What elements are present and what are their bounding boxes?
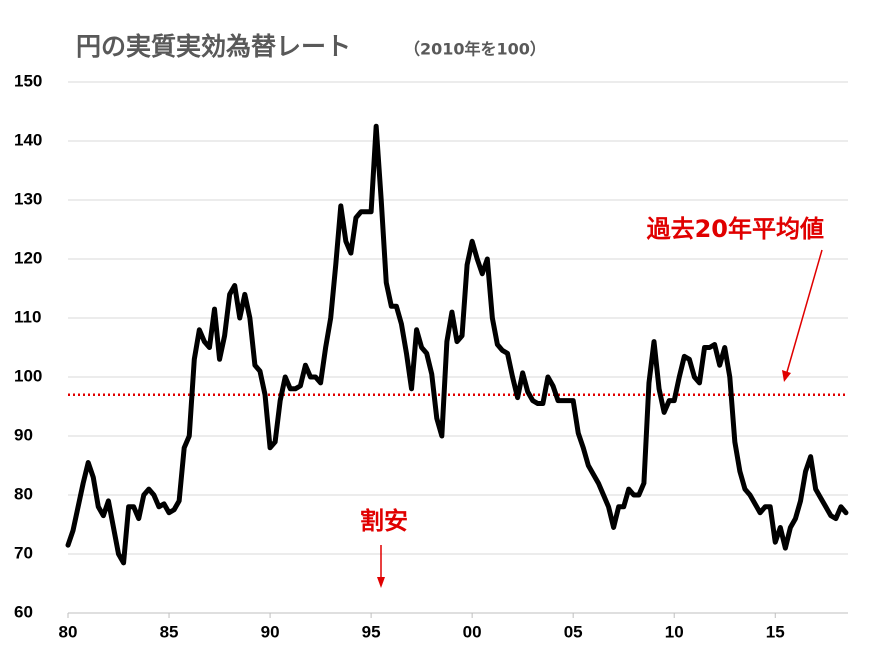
x-tick-label: 10 [665, 622, 684, 641]
x-tick-label: 85 [160, 622, 179, 641]
y-tick-label: 140 [14, 130, 42, 149]
y-tick-label: 100 [14, 366, 42, 385]
x-tick-label: 05 [564, 622, 583, 641]
y-tick-label: 150 [14, 71, 42, 90]
arrow-head [782, 370, 791, 382]
x-tick-label: 00 [463, 622, 482, 641]
y-tick-label: 120 [14, 248, 42, 267]
chart-title: 円の実質実効為替レート [76, 32, 351, 61]
reference-label: 過去20年平均値 [647, 215, 824, 243]
y-tick-label: 70 [14, 543, 33, 562]
arrow [786, 249, 823, 373]
data-line [65, 123, 849, 566]
x-tick-label: 15 [766, 622, 785, 641]
y-tick-label: 90 [14, 425, 33, 444]
annotation: 割安 [360, 507, 408, 535]
y-tick-label: 130 [14, 189, 42, 208]
chart-subtitle: （2010年を100） [404, 40, 546, 59]
y-tick-label: 60 [14, 602, 33, 621]
y-tick-label: 80 [14, 484, 33, 503]
x-tick-label: 95 [362, 622, 381, 641]
x-tick-label: 80 [59, 622, 78, 641]
x-tick-label: 90 [261, 622, 280, 641]
y-tick-label: 110 [14, 307, 41, 326]
arrow-head [377, 577, 385, 588]
